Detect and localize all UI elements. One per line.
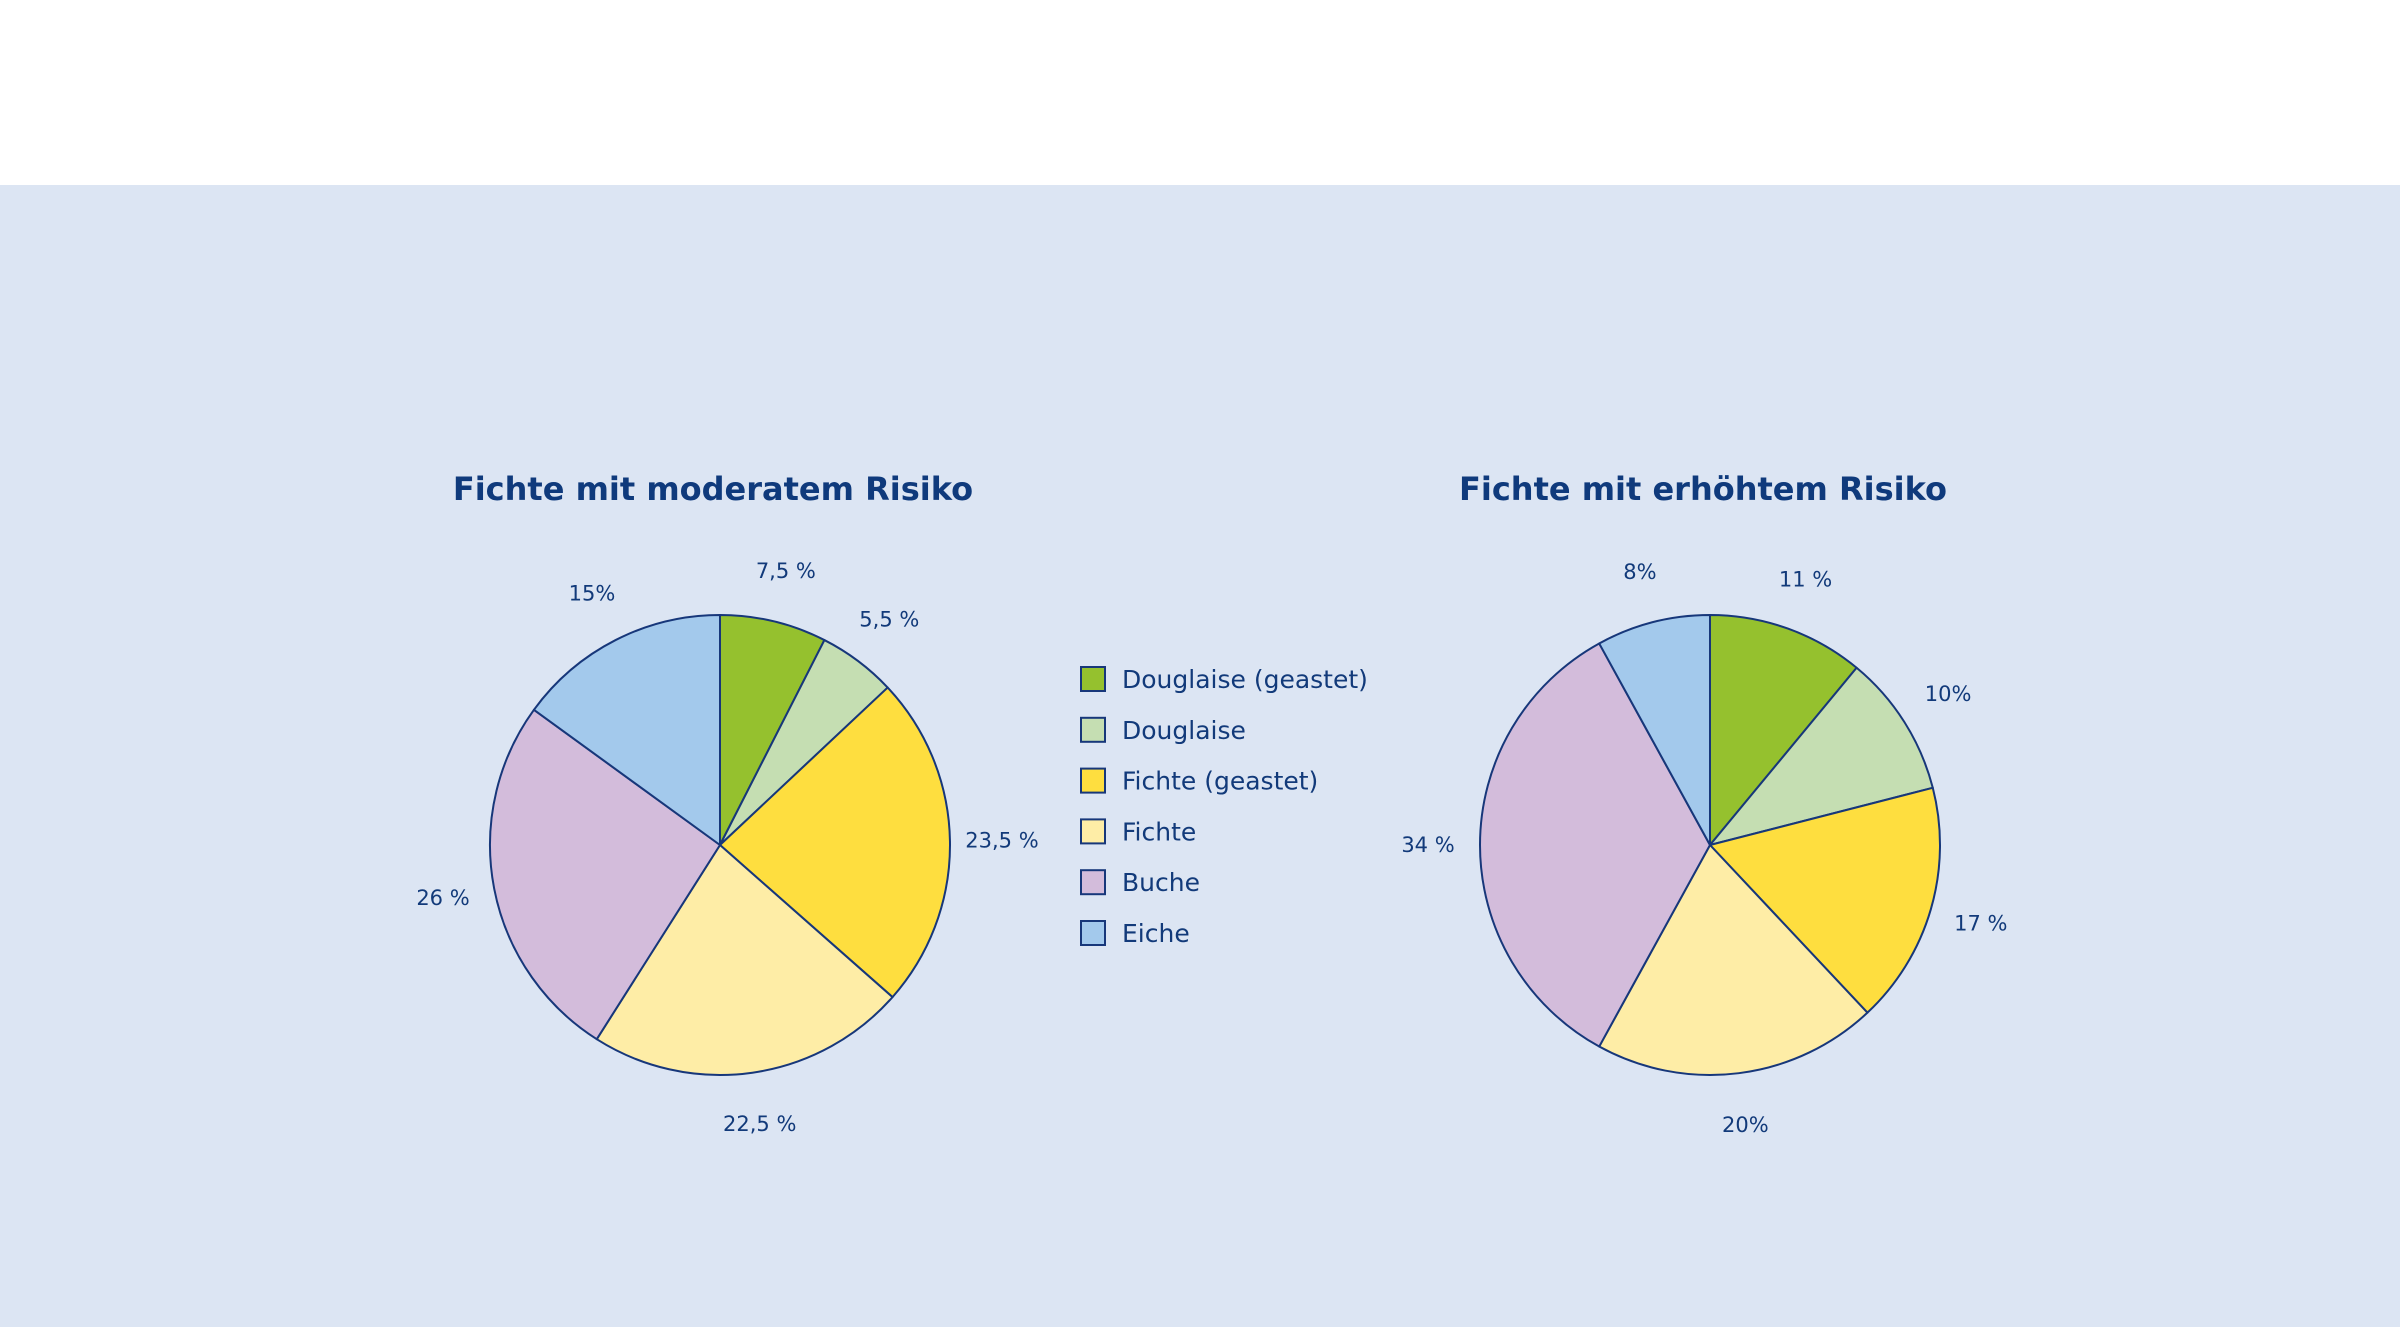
- legend-label: Douglaise (geastet): [1122, 665, 1368, 694]
- pie-slice: [532, 614, 721, 846]
- legend-swatch: [1080, 767, 1106, 794]
- slice-label: 26 %: [416, 886, 469, 910]
- pie-slice: [1598, 844, 1869, 1076]
- legend-label: Fichte: [1122, 817, 1196, 846]
- chart-title: Fichte mit moderatem Risiko: [453, 470, 973, 508]
- pie-slice: [1709, 614, 1858, 846]
- slice-label: 5,5 %: [859, 607, 919, 631]
- pie-slice: [1709, 666, 1934, 846]
- slice-label: 7,5 %: [756, 559, 816, 583]
- legend-swatch: [1080, 920, 1106, 946]
- slice-label: 15%: [569, 582, 616, 606]
- pie-slice: [1479, 642, 1711, 1048]
- slice-label: 20%: [1722, 1113, 1769, 1137]
- chart-title: Fichte mit erhöhtem Risiko: [1459, 470, 1947, 508]
- slice-label: 22,5 %: [723, 1112, 796, 1136]
- legend-swatch: [1080, 869, 1106, 896]
- slice-label: 34 %: [1401, 833, 1454, 857]
- legend-swatch: [1080, 818, 1106, 845]
- legend-label: Buche: [1122, 868, 1200, 897]
- legend-label: Fichte (geastet): [1122, 767, 1318, 796]
- slice-label: 8%: [1623, 560, 1656, 584]
- chart-panel: [0, 185, 2400, 1327]
- slice-label: 23,5 %: [965, 829, 1038, 853]
- slice-label: 10%: [1925, 682, 1972, 706]
- pie-slice: [595, 844, 894, 1076]
- legend-swatch: [1080, 716, 1106, 743]
- pie-slice: [719, 614, 826, 846]
- slice-label: 11 %: [1779, 568, 1832, 592]
- pie-slice: [719, 686, 951, 999]
- legend-label: Douglaise: [1122, 716, 1246, 745]
- legend-label: Eiche: [1122, 919, 1190, 948]
- pie-slice: [1598, 614, 1711, 846]
- pie-slice: [489, 708, 721, 1041]
- legend-swatch: [1080, 666, 1106, 692]
- slice-label: 17 %: [1954, 912, 2007, 936]
- pie-slice: [1709, 786, 1941, 1014]
